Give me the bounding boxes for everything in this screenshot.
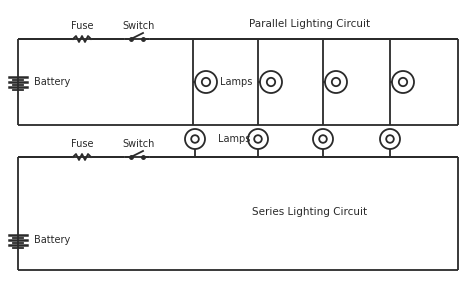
Text: Switch: Switch: [123, 21, 155, 31]
Text: Lamps: Lamps: [218, 134, 250, 144]
Text: Switch: Switch: [123, 139, 155, 149]
Text: Parallel Lighting Circuit: Parallel Lighting Circuit: [249, 19, 371, 29]
Text: Battery: Battery: [34, 77, 70, 87]
Text: Fuse: Fuse: [71, 21, 93, 31]
Text: Series Lighting Circuit: Series Lighting Circuit: [253, 207, 367, 217]
Text: Battery: Battery: [34, 235, 70, 245]
Text: Lamps: Lamps: [220, 77, 252, 87]
Text: Fuse: Fuse: [71, 139, 93, 149]
